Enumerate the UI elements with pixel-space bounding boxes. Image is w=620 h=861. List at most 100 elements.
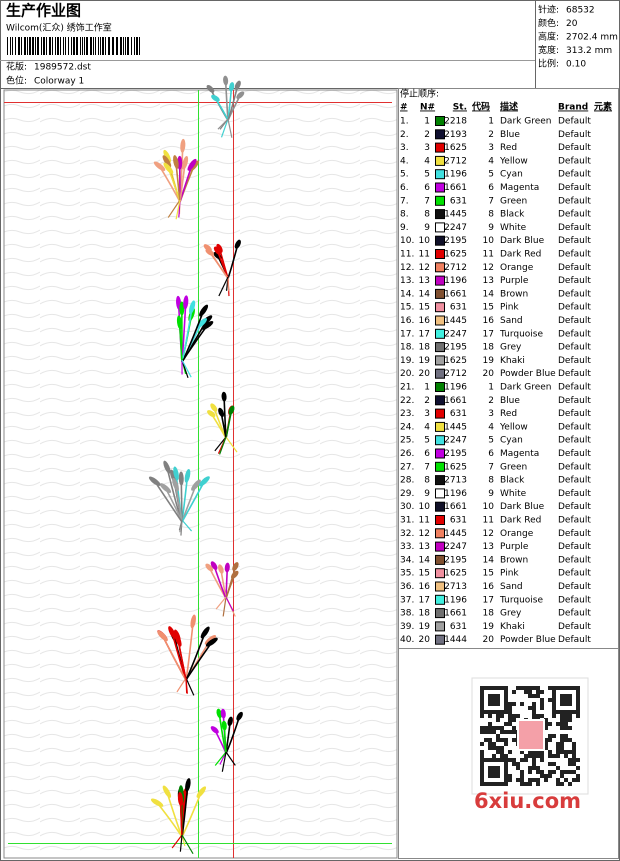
bar <box>7 37 8 55</box>
color-swatch <box>435 594 445 605</box>
needle: 8 <box>424 476 430 486</box>
stitches: 2713 <box>444 582 467 592</box>
code: 17 <box>483 329 494 339</box>
code: 18 <box>483 343 495 353</box>
qr-finder <box>552 686 580 714</box>
color-swatch <box>435 515 445 525</box>
code: 18 <box>483 609 495 619</box>
bar <box>24 37 26 55</box>
color-swatch <box>435 155 445 166</box>
description: Pink <box>500 303 519 313</box>
row-number: 26. <box>400 449 414 459</box>
brand: Default <box>558 502 591 512</box>
qr-cell <box>572 754 576 758</box>
qr-cell <box>528 706 532 710</box>
bar <box>29 37 31 55</box>
qr-cell <box>548 770 552 774</box>
qr-cell <box>548 774 552 778</box>
qr-finder <box>480 686 508 714</box>
qr-cell <box>516 762 520 766</box>
color-swatch <box>435 461 445 472</box>
color-swatch <box>435 275 445 286</box>
row-number: 28. <box>400 476 414 486</box>
leaf <box>236 91 245 99</box>
qr-cell <box>488 746 492 750</box>
qr-cell <box>488 742 492 746</box>
color-swatch <box>435 288 445 299</box>
row-number: 5. <box>400 170 409 180</box>
needle: 14 <box>419 289 431 299</box>
qr-cell <box>560 774 564 778</box>
stem <box>225 716 241 754</box>
code: 2 <box>488 130 494 140</box>
stitches: 631 <box>450 622 467 632</box>
leaf <box>205 563 214 572</box>
qr-cell <box>500 754 504 758</box>
bar <box>82 37 83 55</box>
qr-cell <box>488 738 492 742</box>
column-header: 元素 <box>594 101 612 113</box>
code: 13 <box>483 276 494 286</box>
stitches: 631 <box>450 196 467 206</box>
qr-cell <box>544 722 548 726</box>
bar <box>108 37 110 55</box>
brand: Default <box>558 183 591 193</box>
leaf <box>179 301 185 316</box>
root <box>225 436 238 453</box>
qr-cell <box>524 758 528 762</box>
qr-cell <box>544 742 548 746</box>
qr-cell <box>536 778 540 782</box>
leaf <box>234 80 241 90</box>
stitches: 1445 <box>444 529 467 539</box>
qr-cell <box>528 686 532 690</box>
root <box>222 596 227 617</box>
qr-cell <box>572 750 576 754</box>
bar <box>57 37 59 55</box>
qr-cell <box>528 766 532 770</box>
qr-cell <box>556 766 560 770</box>
qr-cell <box>544 774 548 778</box>
brand: Default <box>558 236 591 246</box>
needle: 12 <box>419 263 430 273</box>
qr-cell <box>556 722 560 726</box>
bar <box>98 37 99 55</box>
leaf <box>163 162 174 174</box>
qr-cell <box>552 734 556 738</box>
row-number: 32. <box>400 529 414 539</box>
leaf <box>190 614 196 629</box>
bar <box>12 37 13 55</box>
brand: Default <box>558 170 591 180</box>
row-number: 4. <box>400 156 409 166</box>
brand: Default <box>558 369 591 379</box>
description: Sand <box>500 582 523 592</box>
description: Grey <box>500 609 522 619</box>
stitches: 631 <box>450 303 467 313</box>
color-swatch <box>435 142 445 153</box>
bar <box>125 37 126 55</box>
qr-cell <box>504 730 508 734</box>
row-number: 10. <box>400 236 414 246</box>
qr-cell <box>488 730 492 734</box>
qr-cell <box>500 714 504 718</box>
qr-cell <box>540 706 544 710</box>
leaf <box>234 239 241 249</box>
row-number: 7. <box>400 196 409 206</box>
color-swatch <box>435 235 445 246</box>
row-number: 13. <box>400 276 414 286</box>
table-title: 停止顺序: <box>400 88 439 100</box>
code: 16 <box>483 316 495 326</box>
brand: Default <box>558 409 591 419</box>
stat-value: 68532 <box>566 6 595 16</box>
qr-cell <box>500 738 504 742</box>
qr-cell <box>564 726 568 730</box>
row-number: 6. <box>400 183 409 193</box>
color-swatch <box>435 355 445 366</box>
code: 20 <box>483 369 495 379</box>
color-swatch <box>435 249 445 259</box>
qr-cell <box>548 754 552 758</box>
barcode <box>7 37 140 55</box>
color-swatch <box>435 568 445 579</box>
code: 1 <box>488 383 494 393</box>
color-swatch <box>435 182 445 193</box>
brand: Default <box>558 117 591 127</box>
